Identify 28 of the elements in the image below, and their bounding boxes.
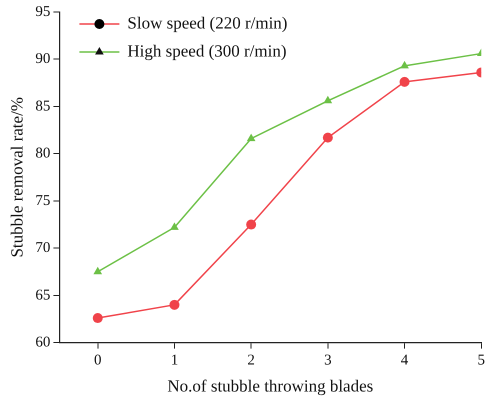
y-axis-title: Stubble removal rate/% <box>8 97 27 258</box>
x-tick-label: 0 <box>94 352 102 369</box>
y-tick-label: 90 <box>35 51 50 68</box>
x-tick-label: 1 <box>170 352 178 369</box>
x-axis-title: No.of stubble throwing blades <box>167 376 374 396</box>
x-tick-label: 2 <box>247 352 255 369</box>
point <box>324 96 332 104</box>
legend-label: Slow speed (220 r/min) <box>127 13 288 32</box>
y-tick-label: 95 <box>35 4 50 20</box>
point <box>322 132 333 143</box>
y-tick-label: 85 <box>35 98 50 114</box>
y-tick-label: 70 <box>35 240 50 256</box>
y-tick-label: 60 <box>35 334 50 351</box>
point <box>246 220 256 230</box>
y-tick-label: 75 <box>35 192 50 209</box>
point <box>400 60 409 68</box>
point <box>92 313 103 324</box>
point <box>93 266 102 274</box>
legend-label: High speed (300 r/min) <box>127 41 287 60</box>
y-tick-label: 80 <box>35 146 50 162</box>
point <box>400 76 410 87</box>
x-tick-label: 3 <box>324 352 332 369</box>
point <box>170 222 179 230</box>
point <box>246 134 256 142</box>
y-tick-label: 65 <box>35 287 50 304</box>
x-tick-label: 4 <box>400 352 409 369</box>
point <box>169 300 180 310</box>
x-tick-label: 5 <box>478 352 485 369</box>
